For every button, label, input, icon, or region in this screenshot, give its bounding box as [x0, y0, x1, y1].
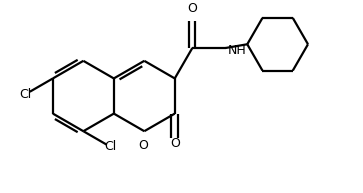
Text: Cl: Cl	[20, 88, 32, 101]
Text: O: O	[138, 139, 148, 152]
Text: Cl: Cl	[105, 141, 117, 153]
Text: O: O	[170, 137, 180, 150]
Text: O: O	[187, 2, 197, 15]
Text: NH: NH	[227, 44, 246, 58]
